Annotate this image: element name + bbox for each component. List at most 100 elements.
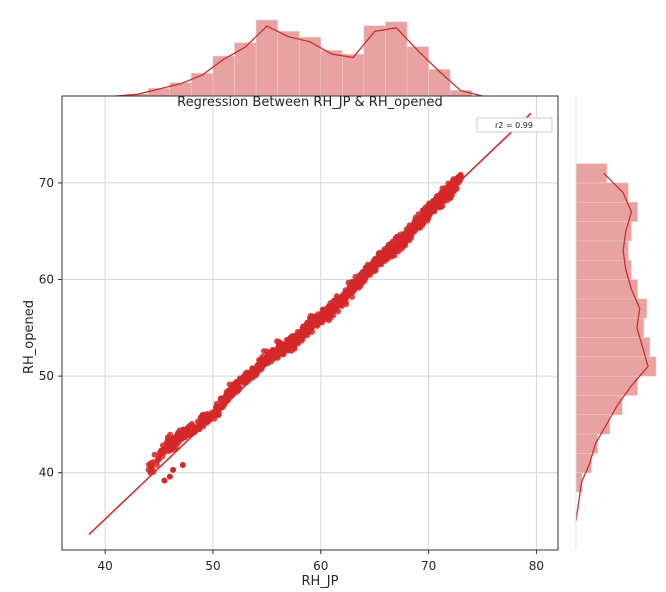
scatter-point (274, 338, 280, 345)
marginal-x-bar (363, 25, 386, 97)
marginal-x-kde (115, 25, 483, 97)
scatter-point (360, 274, 367, 281)
marginal-y-bar (575, 259, 632, 280)
scatter-point (326, 309, 333, 316)
marginal-x-bar (277, 31, 300, 97)
scatter-point (183, 429, 189, 436)
scatter-point (314, 322, 321, 329)
scatter-point (341, 298, 348, 305)
x-axis-label: RH_JP (302, 574, 339, 589)
scatter-point (335, 308, 342, 315)
scatter-point (201, 416, 208, 423)
x-tick-label: 60 (313, 559, 328, 573)
scatter-point (353, 281, 360, 288)
marginal-x-bar (406, 46, 429, 97)
plot-frame (61, 95, 559, 551)
x-tick-label: 70 (421, 559, 436, 573)
marginal-y-bar (575, 317, 644, 338)
marginal-y-bar (575, 375, 638, 396)
scatter-point (447, 195, 454, 202)
scatter-point (168, 440, 174, 447)
marginal-x-bar (320, 50, 343, 97)
marginal-x-bar (342, 53, 365, 97)
marginal-y-bar (575, 356, 657, 377)
scatter-point (167, 431, 174, 438)
scatter-point (397, 241, 404, 248)
scatter-point (179, 461, 186, 468)
chart-title: Regression Between RH_JP & RH_opened (177, 95, 443, 110)
scatter-point (148, 460, 155, 466)
marginal-y-bar (575, 337, 651, 358)
marginal-y-kde (575, 172, 649, 522)
legend-box (476, 117, 553, 133)
scatter-point (457, 172, 464, 179)
scatter-point (170, 466, 177, 473)
scatter-point (392, 235, 399, 242)
scatter-point (412, 226, 419, 233)
marginal-y-histogram (575, 96, 657, 550)
marginal-x-bar (212, 55, 235, 97)
scatter-point (166, 473, 173, 480)
scatter-point (182, 434, 189, 441)
marginal-x-bar (385, 21, 408, 97)
marginal-y-bar (575, 395, 623, 416)
marginal-x-bar (169, 82, 192, 97)
marginal-y-bar (575, 182, 629, 203)
scatter-point (276, 343, 283, 350)
marginal-x-histogram (62, 19, 558, 97)
scatter-points (145, 171, 464, 484)
scatter-point (436, 204, 443, 211)
scatter-point (420, 217, 427, 224)
y-tick-label: 70 (39, 176, 54, 190)
legend-text: r2 = 0.99 (495, 121, 533, 130)
scatter-point (220, 399, 226, 405)
scatter-point (190, 423, 197, 430)
marginal-y-bar (575, 414, 611, 435)
x-tick-label: 40 (97, 559, 112, 573)
y-tick-label: 60 (39, 273, 54, 287)
legend: r2 = 0.99 (476, 117, 553, 133)
marginal-y-bar (575, 221, 632, 242)
scatter-point (331, 304, 338, 311)
scatter-point (260, 348, 267, 355)
scatter-point (237, 375, 244, 382)
scatter-point (322, 312, 328, 319)
y-tick-label: 50 (39, 369, 54, 383)
y-tick-label: 40 (39, 466, 54, 480)
scatter-point (295, 340, 301, 347)
scatter-point (155, 457, 162, 464)
marginal-y-bar (575, 433, 598, 454)
y-ticks: 40 50 60 70 (39, 176, 62, 480)
marginal-y-bar (575, 240, 629, 261)
scatter-point (349, 289, 356, 296)
scatter-point (388, 253, 395, 260)
scatter-point (175, 434, 182, 441)
scatter-point (226, 389, 232, 396)
scatter-point (270, 348, 277, 355)
y-axis-label: RH_opened (22, 300, 37, 374)
marginal-x-bar (255, 19, 278, 97)
scatter-point (161, 477, 168, 484)
scatter-point (241, 372, 248, 379)
marginal-y-bar (575, 279, 638, 300)
scatter-point (240, 378, 247, 385)
grid-lines (62, 96, 558, 550)
scatter-point (160, 450, 167, 457)
scatter-point (187, 430, 194, 437)
x-tick-label: 80 (529, 559, 544, 573)
regression-line (88, 112, 532, 536)
marginal-x-bar (191, 72, 214, 97)
scatter-point (378, 258, 385, 265)
scatter-point (231, 381, 238, 388)
scatter-point (440, 198, 447, 205)
scatter-point (207, 411, 214, 418)
x-tick-label: 50 (205, 559, 220, 573)
scatter-point (151, 451, 158, 458)
marginal-y-bar (575, 453, 592, 473)
regression-line-path (88, 112, 532, 536)
scatter-point (194, 418, 201, 425)
x-ticks: 40 50 60 70 80 (97, 550, 544, 573)
marginal-x-bar (428, 69, 451, 97)
